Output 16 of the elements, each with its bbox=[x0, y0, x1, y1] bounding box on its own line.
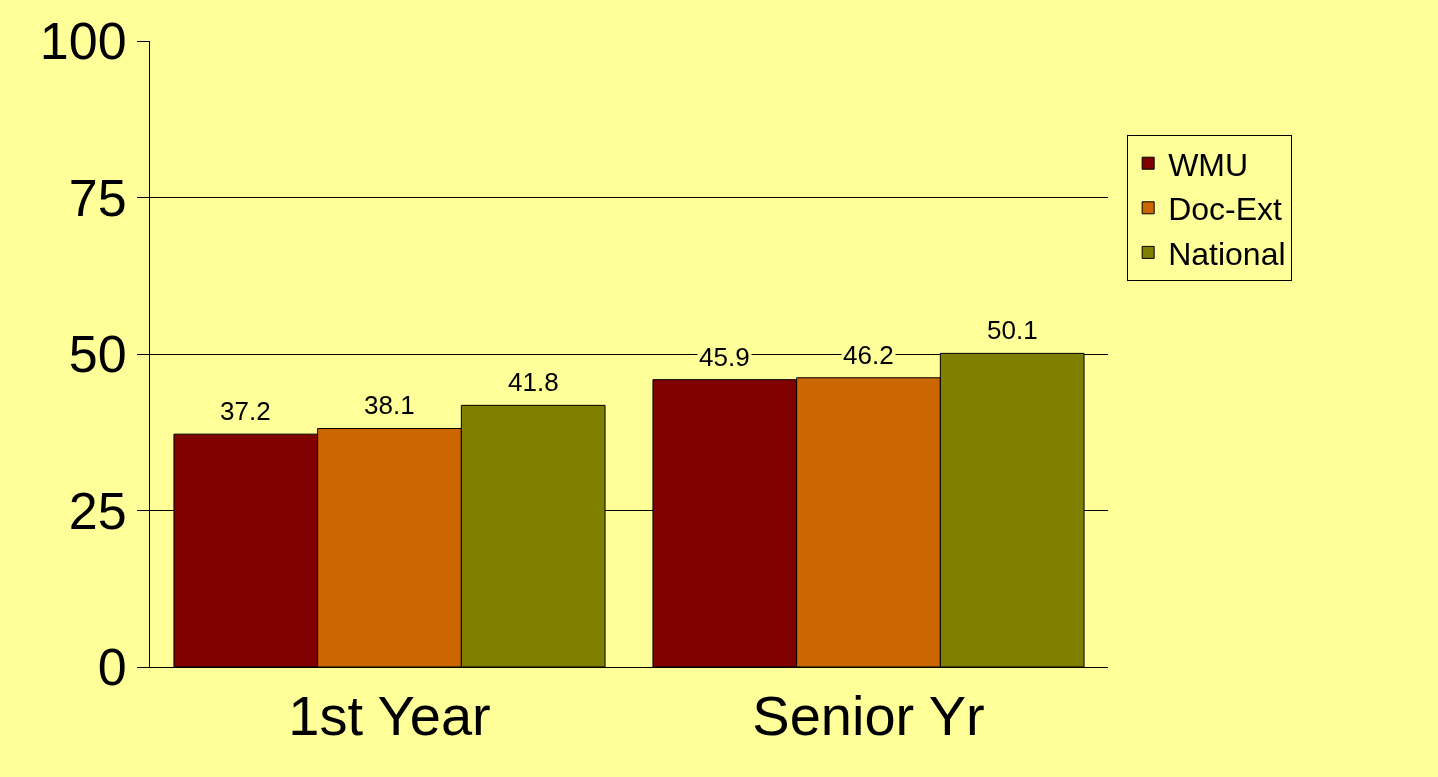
y-tick-label: 0 bbox=[97, 638, 127, 697]
y-tick-label: 100 bbox=[39, 12, 127, 71]
data-label: 37.2 bbox=[220, 396, 271, 426]
legend-label: WMU bbox=[1168, 146, 1249, 183]
data-label: 50.1 bbox=[987, 315, 1038, 345]
y-tick-label: 25 bbox=[68, 481, 127, 540]
data-label: 41.8 bbox=[508, 367, 559, 397]
data-label: 45.9 bbox=[699, 342, 750, 372]
y-tick-label: 75 bbox=[68, 168, 127, 227]
x-tick-label: 1st Year bbox=[288, 684, 491, 748]
x-tick-label: Senior Yr bbox=[752, 684, 985, 748]
data-label: 38.1 bbox=[364, 390, 415, 420]
legend-label: National bbox=[1168, 235, 1286, 272]
y-tick-label: 50 bbox=[68, 325, 127, 384]
legend-label: Doc-Ext bbox=[1168, 191, 1283, 228]
data-label: 46.2 bbox=[843, 340, 894, 370]
